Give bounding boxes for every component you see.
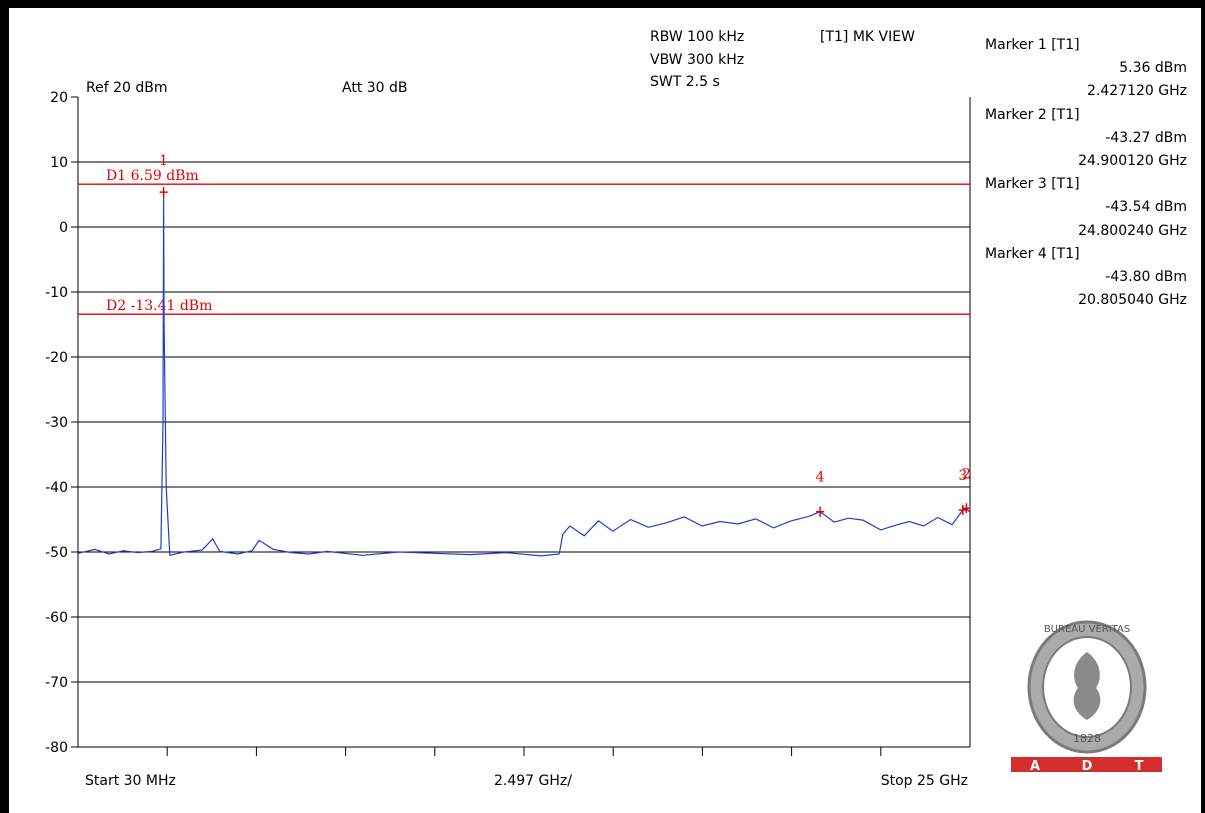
marker-1-label: Marker 1 [T1] [985,37,1080,53]
y-tick-label: -70 [45,675,68,691]
y-tick-label: 20 [50,90,68,106]
y-tick-label: -50 [45,545,68,561]
stop-frequency-label: Stop 25 GHz [881,773,968,789]
seal-figure-icon [1073,652,1101,720]
adt-bar [1011,757,1162,772]
marker-2-label: Marker 2 [T1] [985,107,1080,123]
marker-3: 3 [958,468,967,516]
marker-3-freq: 24.800240 GHz [1078,223,1187,239]
logo-letter-d: D [1082,759,1093,774]
x-ticks [166,747,882,756]
marker-number: 2 [962,466,971,482]
marker-table: Marker 1 [T1] 5.36 dBm 2.427120 GHz Mark… [985,37,1187,308]
marker-number: 1 [159,153,168,169]
trace-line [77,192,971,557]
y-tick-label: -20 [45,350,68,366]
y-tick-label: 10 [50,155,68,171]
marker-4-level: -43.80 dBm [1105,269,1187,285]
marker-2-freq: 24.900120 GHz [1078,153,1187,169]
marker-4: 4 [816,470,825,517]
display-line-label: D2 -13.41 dBm [106,298,212,314]
display-line-label: D1 6.59 dBm [106,168,199,184]
marker-4-label: Marker 4 [T1] [985,246,1080,262]
y-tick-label: -10 [45,285,68,301]
marker-2-level: -43.27 dBm [1105,130,1187,146]
marker-1-freq: 2.427120 GHz [1087,83,1187,99]
marker-2: 2 [962,466,971,514]
trace-mode-label: [T1] MK VIEW [820,29,915,45]
sweep-time-label: SWT 2.5 s [650,74,720,90]
marker-4-freq: 20.805040 GHz [1078,292,1187,308]
seal-year: 1828 [1073,732,1101,745]
marker-1-level: 5.36 dBm [1119,60,1187,76]
logo-letter-a: A [1030,759,1040,774]
marker-number: 4 [816,470,825,486]
bureau-veritas-logo: 1828 BUREAU VERITAS A D T [1011,620,1162,774]
y-tick-label: -40 [45,480,68,496]
attenuation-label: Att 30 dB [342,80,408,96]
seal-text: BUREAU VERITAS [1044,624,1130,635]
trace [77,192,971,557]
y-tick-label: -60 [45,610,68,626]
ref-level-label: Ref 20 dBm [86,80,167,96]
logo-letter-t: T [1135,759,1144,774]
markers: 1 23 4 [159,153,971,517]
marker-3-label: Marker 3 [T1] [985,176,1080,192]
vbw-label: VBW 300 kHz [650,52,744,68]
y-tick-label: 0 [59,220,68,236]
y-tick-label: -80 [45,740,68,756]
rbw-label: RBW 100 kHz [650,29,744,45]
span-per-division-label: 2.497 GHz/ [494,773,572,789]
marker-3-level: -43.54 dBm [1105,199,1187,215]
marker-number: 3 [958,468,967,484]
grid [78,161,970,683]
spectrum-chart: Ref 20 dBm Att 30 dB RBW 100 kHz VBW 300… [45,29,1187,789]
y-tick-label: -30 [45,415,68,431]
display-lines: D1 6.59 dBm D2 -13.41 dBm [78,168,970,315]
start-frequency-label: Start 30 MHz [85,773,176,789]
y-ticks: 20 10 0 -10 -20 -30 -40 -50 -60 -70 -80 [45,90,78,756]
marker-1: 1 [159,153,168,198]
